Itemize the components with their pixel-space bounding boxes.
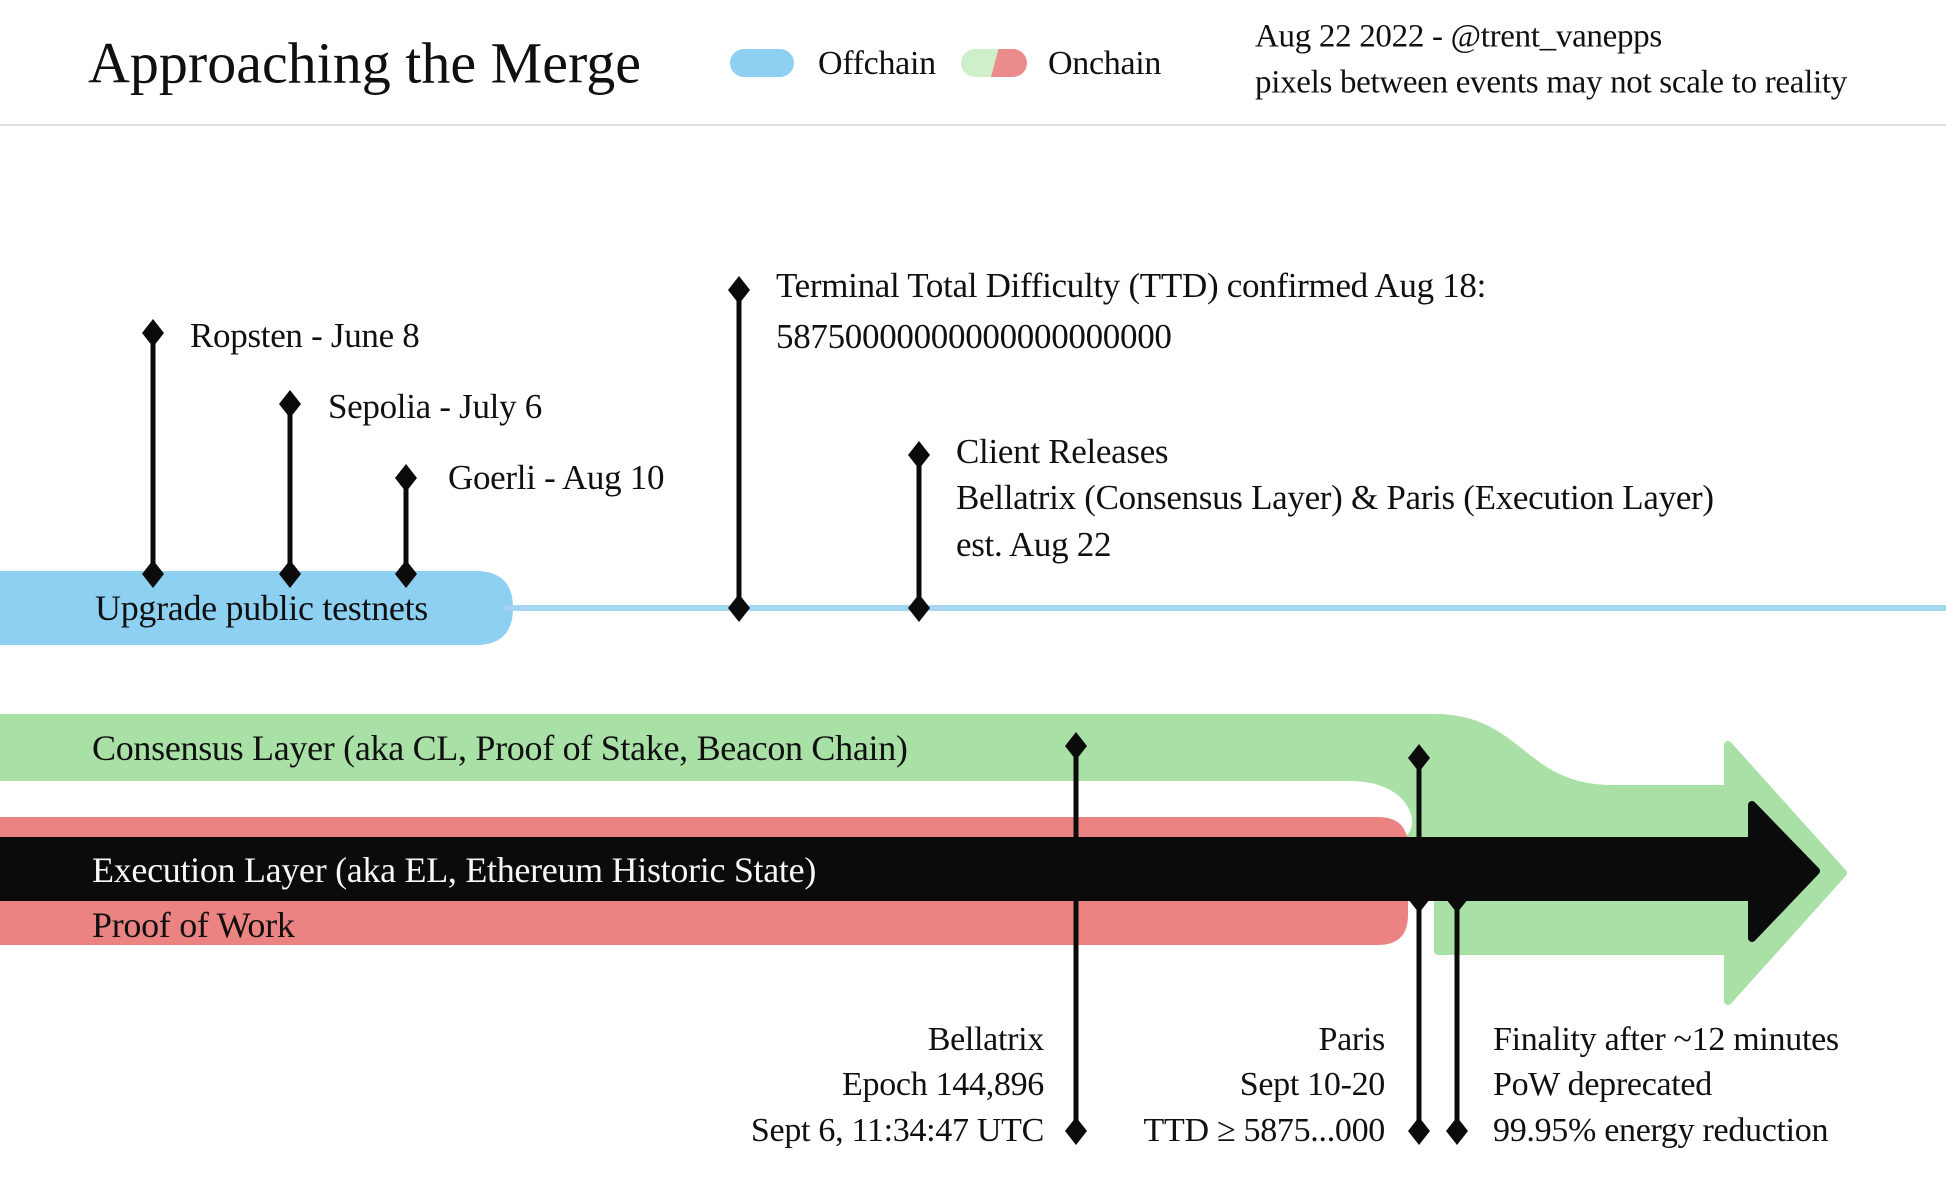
anno-paris-date: Sept 10-20: [1239, 1066, 1386, 1103]
meta-disclaimer: pixels between events may not scale to r…: [1255, 64, 1847, 101]
legend-onchain-label: Onchain: [1048, 45, 1162, 82]
anno-bellatrix-epoch: Epoch 144,896: [842, 1066, 1044, 1103]
anno-paris-name: Paris: [1318, 1021, 1385, 1058]
anno-bellatrix-name: Bellatrix: [927, 1021, 1045, 1058]
event-client-releases-date: est. Aug 22: [956, 525, 1112, 564]
event-client-releases-detail: Bellatrix (Consensus Layer) & Paris (Exe…: [956, 478, 1714, 517]
execution-layer-arrow: [0, 801, 1820, 942]
anno-finality-time: Finality after ~12 minutes: [1493, 1021, 1839, 1058]
meta-date-author: Aug 22 2022 - @trent_vanepps: [1255, 18, 1662, 55]
execution-layer-label: Execution Layer (aka EL, Ethereum Histor…: [92, 850, 817, 890]
anno-finality-pow: PoW deprecated: [1493, 1066, 1712, 1103]
offchain-thin-line: [505, 605, 1946, 611]
anno-bellatrix-date: Sept 6, 11:34:47 UTC: [750, 1112, 1044, 1149]
consensus-layer-label: Consensus Layer (aka CL, Proof of Stake,…: [92, 728, 908, 768]
offchain-track-label: Upgrade public testnets: [95, 588, 429, 628]
offchain-bar: [0, 571, 513, 645]
offchain-legend-swatch: [730, 49, 794, 77]
event-sepolia-label: Sepolia - July 6: [328, 387, 542, 426]
event-lines: [150, 290, 1460, 1131]
event-ttd-value: 58750000000000000000000: [776, 317, 1172, 356]
event-client-releases-title: Client Releases: [956, 432, 1169, 471]
event-goerli-label: Goerli - Aug 10: [448, 458, 665, 497]
legend-offchain-label: Offchain: [818, 45, 936, 82]
page-title: Approaching the Merge: [88, 30, 641, 96]
header-divider: [0, 124, 1946, 126]
event-ttd-title: Terminal Total Difficulty (TTD) confirme…: [776, 266, 1487, 305]
onchain-legend-swatch: [961, 49, 1027, 77]
event-ropsten-label: Ropsten - June 8: [190, 316, 420, 355]
anno-finality-energy: 99.95% energy reduction: [1493, 1112, 1829, 1149]
proof-of-work-label: Proof of Work: [92, 905, 295, 945]
anno-paris-ttd: TTD ≥ 5875...000: [1143, 1112, 1386, 1149]
